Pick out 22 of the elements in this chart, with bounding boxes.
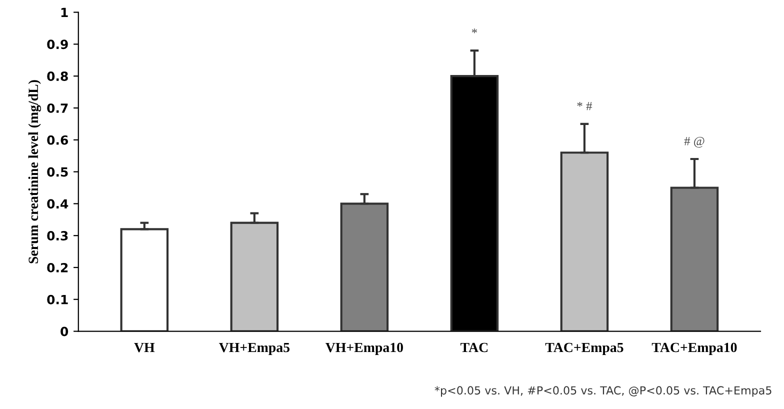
y-tick-label: 0 [60,326,68,336]
y-tick-label: 0.1 [47,294,68,304]
x-tick-label: VH+Empa10 [326,342,403,355]
text: *p<0.05 vs. VH, #P<0.05 vs. TAC, @P<0.05 vs. TAC+Empa5 [434,386,772,397]
x-tick-label: VH [134,342,155,352]
y-tick-label: 0.7 [47,103,68,113]
y-tick-label: 0.9 [47,40,68,50]
x-tick-label: TAC [460,342,488,352]
annotation: # @ [684,136,704,148]
x-tick-label: TAC+Empa5 [545,342,624,355]
y-tick-label: 0.5 [47,167,68,177]
y-tick-label: 0.3 [47,231,68,241]
y-tick-label: 0.8 [47,72,68,81]
y-axis-title: Serum creatinine level (mg/dL) [28,80,41,264]
y-tick-label: 1 [61,8,68,18]
annotation: * [472,28,477,34]
y-tick-label: 0.2 [47,262,68,272]
annotation: * # [577,102,592,110]
y-tick-label: 0.6 [47,135,68,145]
x-tick-label: VH+Empa5 [218,342,290,355]
y-tick-label: 0.4 [47,199,68,209]
x-tick-label: TAC+Empa10 [652,342,737,355]
